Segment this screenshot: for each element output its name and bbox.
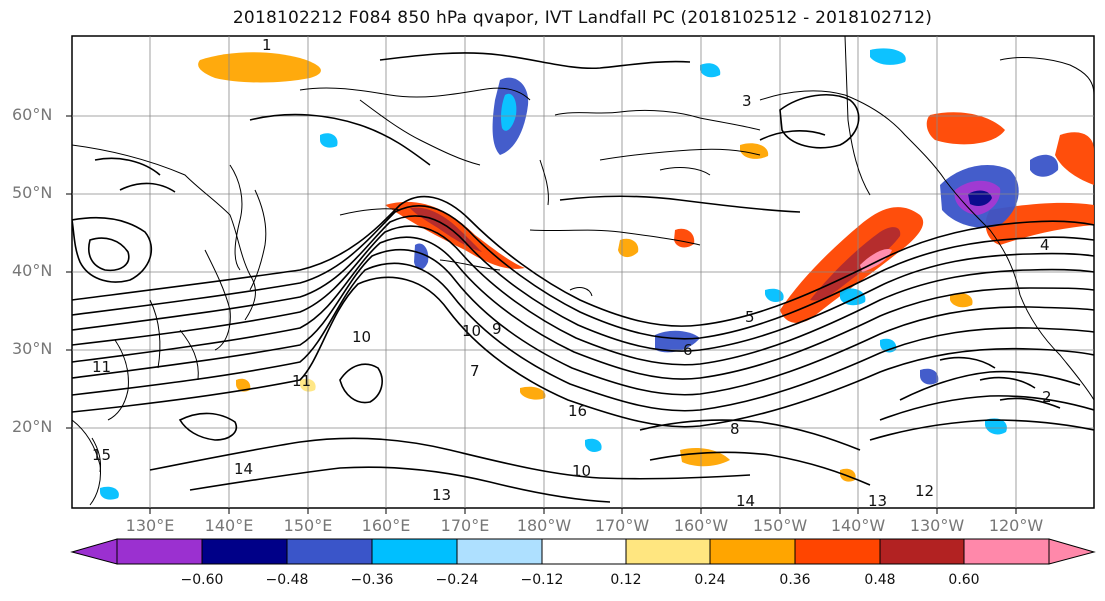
- lon-label: 180°W: [516, 516, 572, 535]
- lat-label: 20°N: [12, 417, 53, 436]
- lon-label: 140°E: [204, 516, 254, 535]
- map-title: 2018102212 F084 850 hPa qvapor, IVT Land…: [232, 8, 933, 28]
- colorbar-tick-label: −0.12: [520, 572, 564, 588]
- colorbar-tick-label: 0.12: [610, 572, 642, 588]
- colorbar-bin: [625, 538, 711, 565]
- qvapor-contours: [72, 52, 1094, 503]
- contour-label: 10: [352, 328, 371, 346]
- colorbar-extend-high: [1048, 538, 1096, 565]
- lon-label: 140°W: [830, 516, 886, 535]
- contour-label: 11: [292, 372, 311, 390]
- contour-label: 6: [683, 341, 693, 359]
- lon-label: 120°W: [988, 516, 1044, 535]
- colorbar-tick-label: −0.60: [180, 572, 224, 588]
- contour-label: 9: [492, 320, 502, 338]
- graticule: [72, 36, 1094, 508]
- contour-label: 7: [470, 362, 480, 380]
- colorbar: [70, 538, 1096, 565]
- lon-label: 170°W: [594, 516, 650, 535]
- colorbar-bin: [286, 538, 373, 565]
- contour-label: 15: [92, 446, 111, 464]
- contour-label: 8: [730, 420, 740, 438]
- colorbar-bin: [794, 538, 881, 565]
- tick-marks: [66, 115, 1017, 514]
- coastlines: [72, 36, 1094, 506]
- lat-label: 60°N: [12, 105, 53, 124]
- negative-anomaly-shading: [100, 48, 1059, 500]
- colorbar-tick-label: 0.36: [779, 572, 811, 588]
- colorbar-bin: [116, 538, 203, 565]
- lat-label: 30°N: [12, 339, 53, 358]
- lon-label: 130°W: [909, 516, 965, 535]
- contour-label: 14: [736, 492, 755, 510]
- lon-label: 170°E: [440, 516, 490, 535]
- colorbar-tick-label: 0.48: [864, 572, 896, 588]
- contour-label: 16: [568, 402, 587, 420]
- contour-label: 4: [1040, 236, 1050, 254]
- colorbar-bin: [371, 538, 458, 565]
- colorbar-extend-low: [70, 538, 118, 565]
- colorbar-tick-label: 0.24: [694, 572, 726, 588]
- contour-label: 10: [572, 462, 591, 480]
- contour-label: 12: [915, 482, 934, 500]
- contour-label: 1: [262, 36, 272, 54]
- lon-label: 130°E: [125, 516, 175, 535]
- lon-label: 150°E: [283, 516, 333, 535]
- lon-label: 160°E: [361, 516, 411, 535]
- lon-label: 150°W: [752, 516, 808, 535]
- lat-label: 40°N: [12, 261, 53, 280]
- contour-label: 13: [868, 492, 887, 510]
- colorbar-bin: [201, 538, 288, 565]
- contour-label: 10: [462, 322, 481, 340]
- colorbar-tick-label: −0.48: [265, 572, 309, 588]
- contour-label: 13: [432, 486, 451, 504]
- contour-label: 3: [742, 92, 752, 110]
- contour-label: 2: [1042, 388, 1052, 406]
- colorbar-bin: [879, 538, 965, 565]
- contour-label: 14: [234, 460, 253, 478]
- colorbar-tick-label: 0.60: [948, 572, 980, 588]
- colorbar-bin: [963, 538, 1050, 565]
- contour-labels: 1 3 5 10 10 10 11 11 12 13 13 14 14 15 1…: [92, 36, 1052, 510]
- colorbar-tick-label: −0.36: [350, 572, 394, 588]
- colorbar-bin: [456, 538, 543, 565]
- colorbar-bin: [541, 538, 627, 565]
- contour-label: 11: [92, 358, 111, 376]
- contour-label: 5: [745, 308, 755, 326]
- colorbar-bin: [709, 538, 796, 565]
- colorbar-tick-label: −0.24: [435, 572, 479, 588]
- lon-label: 160°W: [673, 516, 729, 535]
- lat-label: 50°N: [12, 183, 53, 202]
